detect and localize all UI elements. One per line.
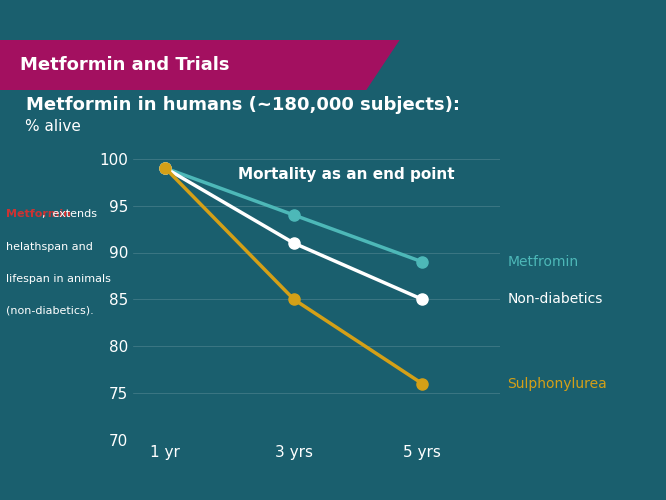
- Polygon shape: [0, 40, 400, 90]
- Text: Sulphonylurea: Sulphonylurea: [507, 377, 607, 391]
- Text: Metfromin: Metfromin: [507, 255, 579, 269]
- Text: Metformin and Trials: Metformin and Trials: [20, 56, 230, 74]
- Text: ,  extends: , extends: [42, 209, 97, 219]
- Text: Metformin: Metformin: [6, 209, 71, 219]
- Text: Mortality as an end point: Mortality as an end point: [238, 168, 455, 182]
- Text: Metformin in humans (~180,000 subjects):: Metformin in humans (~180,000 subjects):: [26, 96, 460, 114]
- Text: Non-diabetics: Non-diabetics: [507, 292, 603, 306]
- Text: helathspan and: helathspan and: [6, 242, 93, 252]
- Text: lifespan in animals: lifespan in animals: [6, 274, 111, 284]
- Text: (non-diabetics).: (non-diabetics).: [6, 306, 94, 316]
- Y-axis label: % alive: % alive: [25, 119, 81, 134]
